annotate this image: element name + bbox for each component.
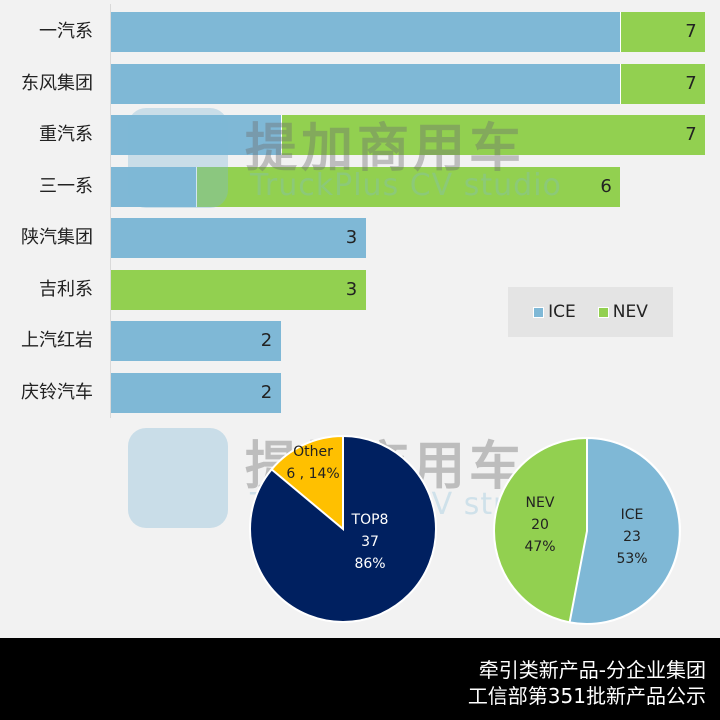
bar-segment-ice [111, 321, 281, 361]
top8-pct: 86% [354, 556, 386, 572]
bar-total-label: 2 [260, 330, 273, 351]
bar-segment-ice [111, 166, 196, 207]
bar-segment-nev [111, 269, 366, 310]
category-label: 重汽系 [39, 124, 93, 145]
bar-row [111, 321, 281, 361]
bar-total-label: 6 [600, 175, 612, 197]
bar-total-label: 7 [685, 124, 697, 145]
bar-segment-nev [620, 63, 706, 104]
other-value: 6 , 14% [286, 466, 340, 482]
bar-segment-nev [195, 166, 621, 207]
pie-label-top8: TOP8 37 86% [345, 509, 395, 575]
bar-total-label: 3 [345, 278, 358, 300]
category-label: 一汽系 [39, 21, 93, 42]
category-label: 庆铃汽车 [21, 381, 93, 403]
legend-label-nev: NEV [612, 302, 648, 322]
bar-row [111, 12, 706, 52]
top8-name: TOP8 [351, 512, 389, 528]
pie-chart-top8 [249, 434, 437, 623]
category-label: 三一系 [39, 175, 93, 197]
other-name: Other [293, 444, 333, 460]
ice-value: 23 [623, 529, 641, 545]
bar-segment-nev [280, 115, 706, 155]
legend-swatch-ice-icon [533, 306, 545, 318]
nev-name: NEV [525, 495, 555, 511]
legend-label-ice: ICE [548, 302, 576, 322]
top8-value: 37 [361, 534, 379, 550]
pie-label-nev: NEV 20 47% [515, 492, 565, 558]
ice-pct: 53% [616, 551, 648, 567]
bar-segment-ice [111, 115, 281, 155]
category-axis [110, 4, 111, 418]
footer-subtitle: 工信部第351批新产品公示 [467, 684, 706, 708]
category-label: 东风集团 [21, 72, 93, 94]
bar-total-label: 2 [260, 381, 273, 403]
bar-row [111, 372, 281, 413]
bar-row [111, 166, 621, 207]
bar-row [111, 63, 706, 104]
bar-row [111, 218, 366, 258]
bar-segment-ice [111, 12, 621, 52]
chart-legend: ICE NEV [508, 287, 673, 337]
legend-swatch-nev-icon [597, 306, 609, 318]
bar-segment-ice [111, 63, 621, 104]
bar-segment-nev [620, 12, 706, 52]
nev-value: 20 [531, 517, 549, 533]
category-label: 陕汽集团 [21, 227, 93, 248]
ice-name: ICE [620, 507, 644, 523]
bar-total-label: 7 [685, 72, 697, 94]
footer-banner: 牵引类新产品-分企业集团 工信部第351批新产品公示 [0, 638, 720, 720]
legend-item-nev: NEV [597, 302, 648, 322]
watermark-logo-icon [128, 428, 228, 528]
category-label: 上汽红岩 [21, 330, 93, 351]
bar-total-label: 7 [685, 21, 697, 42]
bar-total-label: 3 [345, 227, 358, 248]
pie-chart-fuel [493, 436, 681, 625]
bar-segment-ice [111, 372, 281, 413]
pie-label-other: Other 6 , 14% [283, 441, 343, 485]
nev-pct: 47% [524, 539, 556, 555]
pie-label-ice: ICE 23 53% [607, 504, 657, 570]
bar-row [111, 269, 366, 310]
footer-title: 牵引类新产品-分企业集团 [478, 658, 706, 682]
bar-row [111, 115, 706, 155]
category-label: 吉利系 [39, 278, 93, 300]
bar-segment-ice [111, 218, 366, 258]
legend-item-ice: ICE [533, 302, 576, 322]
